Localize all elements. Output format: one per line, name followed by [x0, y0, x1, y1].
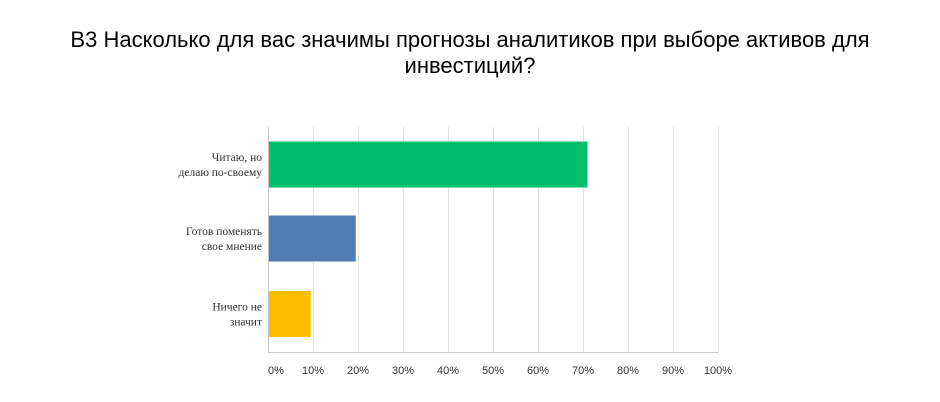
tick-label-0: 0% — [268, 365, 284, 377]
category-label-3-line-1: Ничего не — [212, 302, 262, 314]
category-labels: Читаю, но делаю по-своему Готов поменять св… — [179, 152, 263, 329]
tick-label-80: 80% — [617, 365, 639, 377]
chart-title-line-2: инвестиций? — [405, 53, 536, 78]
tick-label-10: 10% — [302, 365, 324, 377]
tick-labels: 0% 10% 20% 30% 40% 50% 60% 70% 80% 90% 100% — [268, 365, 732, 377]
bars — [269, 141, 588, 337]
tick-label-70: 70% — [572, 365, 594, 377]
tick-label-20: 20% — [347, 365, 369, 377]
category-label-3-line-2: значит — [230, 317, 262, 329]
category-label-2-line-1: Готов поменять — [186, 226, 262, 238]
category-label-2: Готов поменять свое мнение — [186, 226, 262, 253]
bar-2 — [269, 215, 356, 262]
category-label-2-line-2: свое мнение — [202, 241, 262, 253]
chart-title-line-1: B3 Насколько для вас значимы прогнозы ан… — [70, 27, 869, 52]
tick-label-50: 50% — [482, 365, 504, 377]
tick-label-30: 30% — [392, 365, 414, 377]
tick-label-60: 60% — [527, 365, 549, 377]
bar-3 — [269, 291, 311, 337]
axes — [268, 127, 719, 353]
bar-1 — [269, 141, 588, 188]
tick-label-100: 100% — [704, 365, 732, 377]
category-label-1-line-2: делаю по-своему — [179, 167, 263, 179]
category-label-3: Ничего не значит — [212, 302, 262, 329]
category-label-1-line-1: Читаю, но — [212, 152, 262, 164]
category-label-1: Читаю, но делаю по-своему — [179, 152, 263, 179]
tick-label-40: 40% — [437, 365, 459, 377]
tick-label-90: 90% — [662, 365, 684, 377]
